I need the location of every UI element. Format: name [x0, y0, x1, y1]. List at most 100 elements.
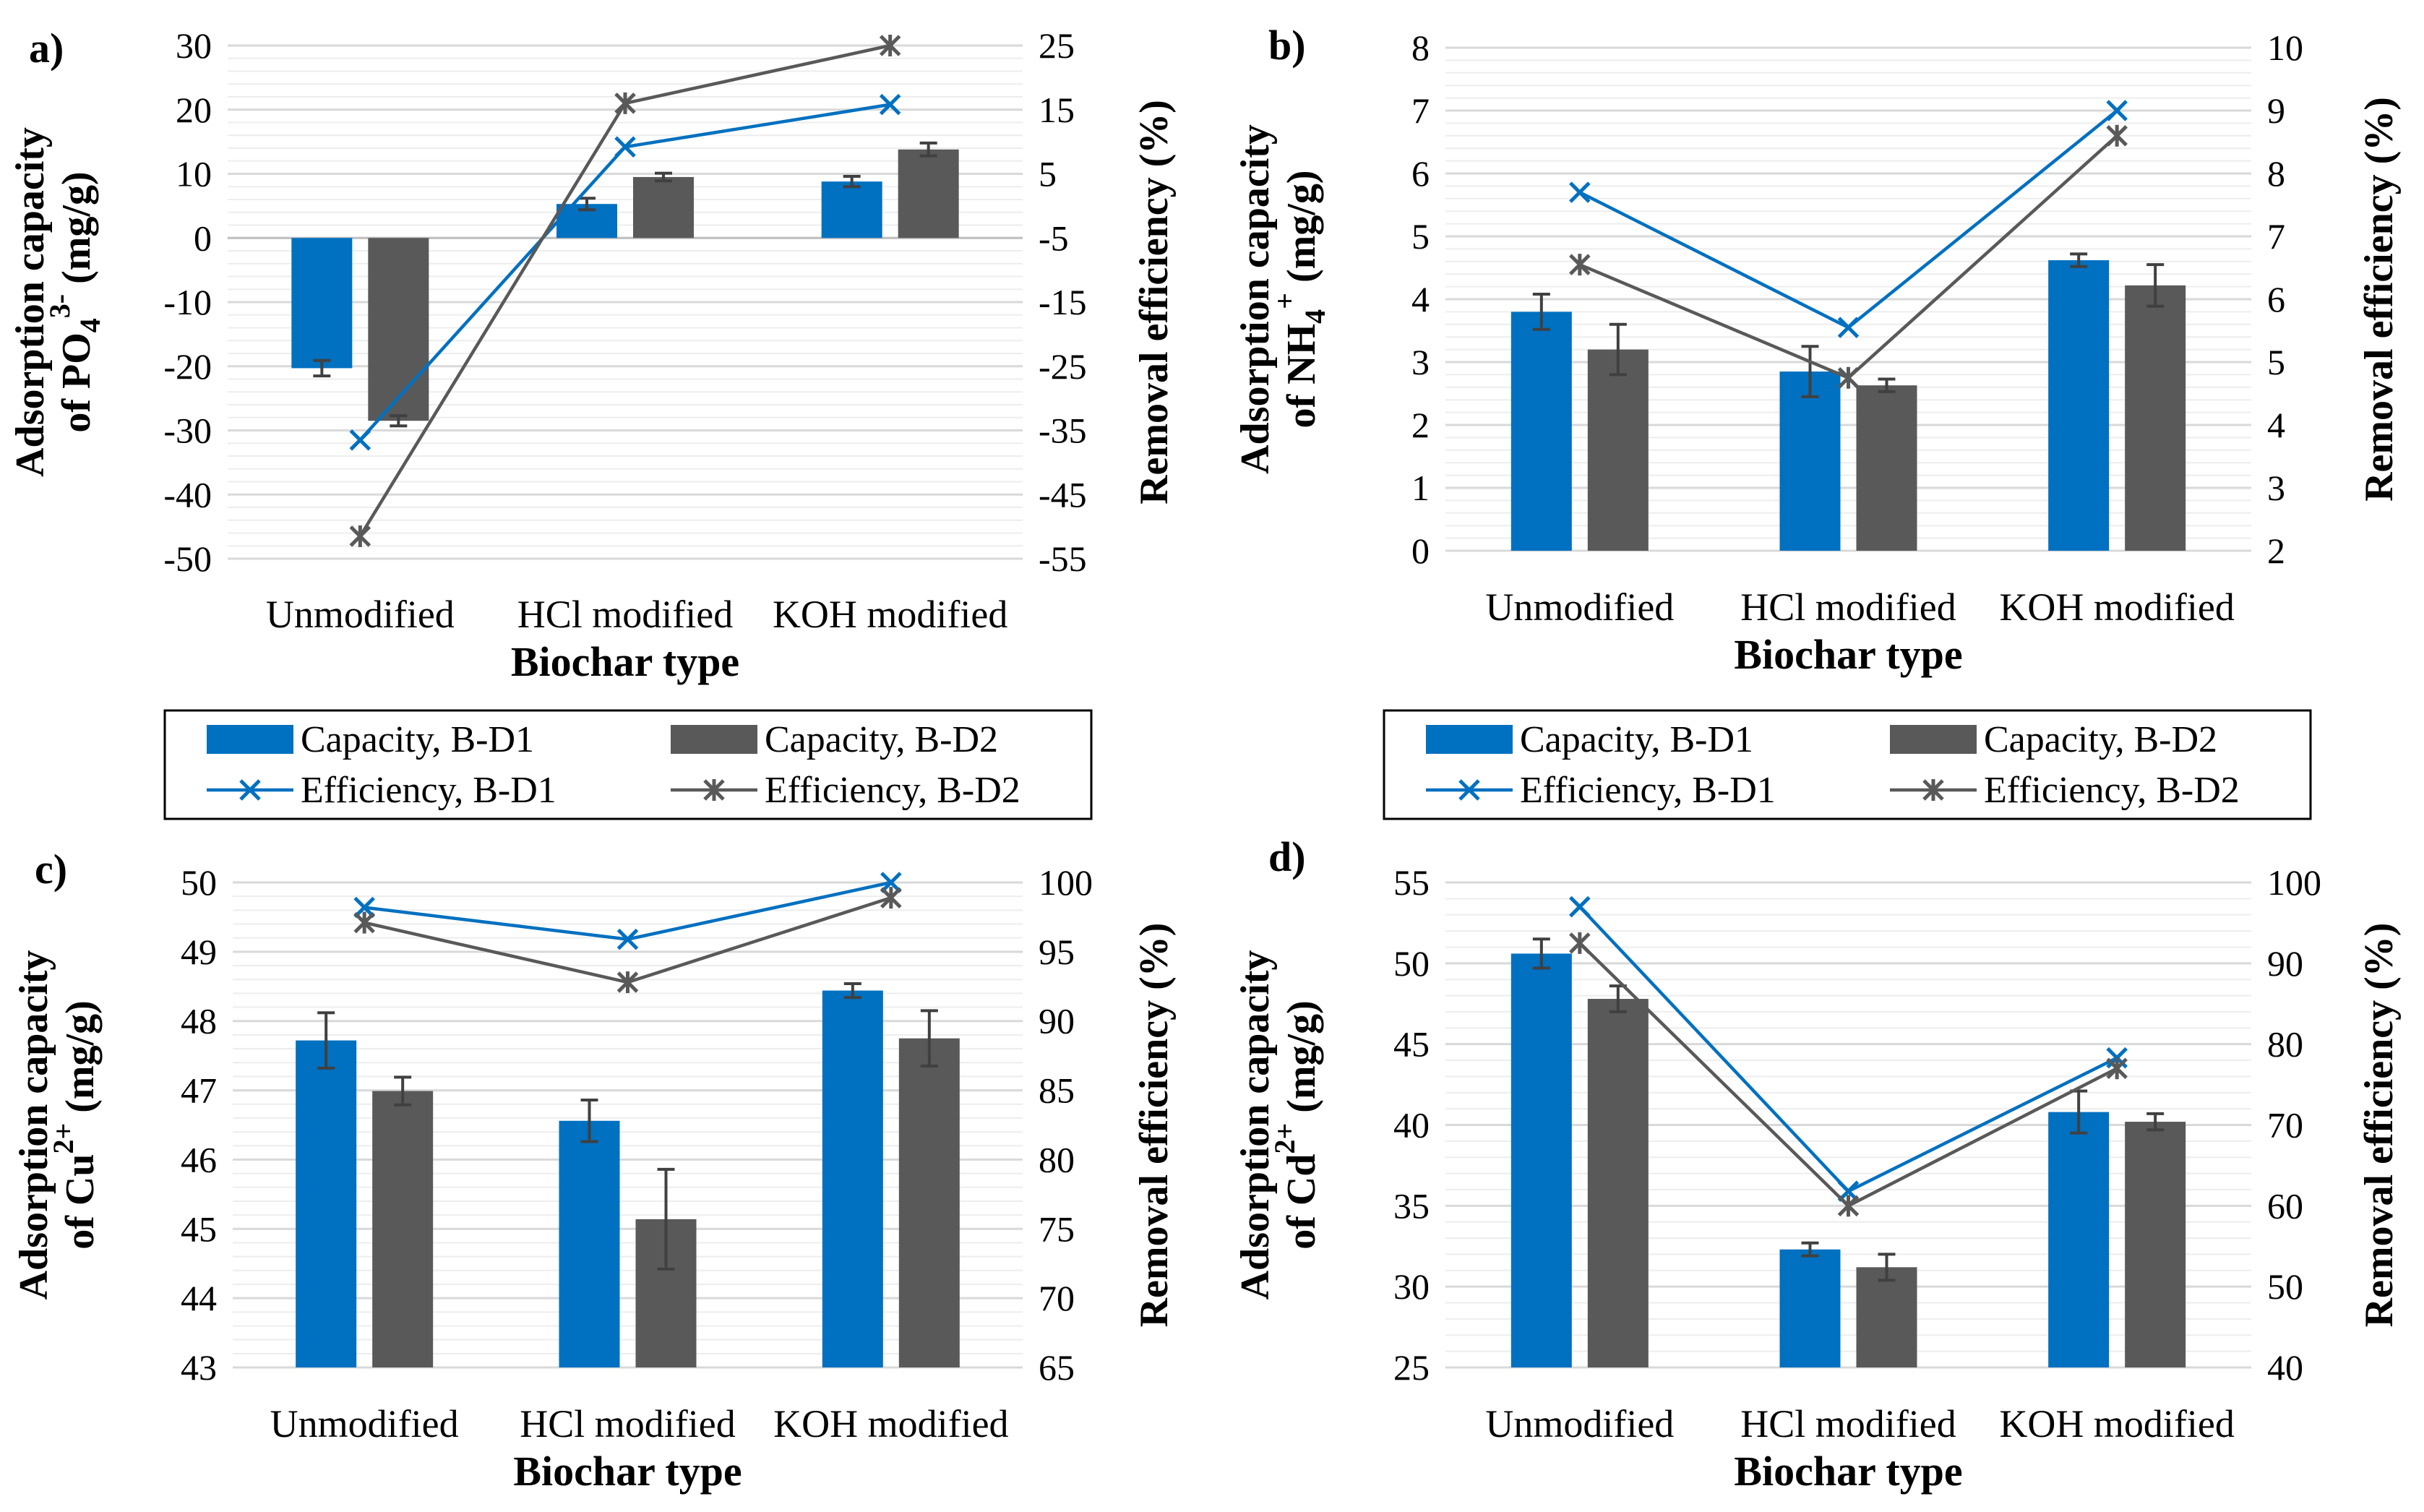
efficiency-point: [2106, 124, 2128, 147]
y-tick-label: 20: [176, 90, 212, 130]
y2-tick-label: 9: [2267, 90, 2285, 131]
y2-tick-label: 90: [2267, 943, 2303, 984]
legend-marker-efficiency_d2: [1922, 779, 1944, 801]
y-tick-label: 50: [1393, 943, 1430, 984]
x-category-label: Unmodified: [1485, 1402, 1674, 1446]
legend-label-capacity_d1: Capacity, B-D1: [1520, 719, 1753, 760]
bar-capacity-bd2: [898, 1038, 960, 1367]
y2-tick-label: 5: [2267, 342, 2285, 382]
y-axis-title-line2: of Cd2+ (mg/g): [1268, 1000, 1324, 1250]
efficiency-point: [614, 92, 636, 114]
y-tick-label: 5: [1411, 216, 1430, 257]
x-axis-title: Biochar type: [1734, 1448, 1962, 1495]
bar-capacity-bd2: [372, 1091, 434, 1367]
legend-label-efficiency_d1: Efficiency, B-D1: [1520, 770, 1776, 811]
y2-axis-title: Removal efficiency (%): [1132, 923, 1177, 1328]
efficiency-point: [879, 93, 901, 116]
y2-axis-title-text: Removal efficiency (%): [2357, 97, 2402, 502]
y2-axis-title: Removal efficiency (%): [2357, 97, 2402, 502]
y-axis-title-part: (mg/g): [1279, 171, 1324, 293]
y2-tick-label: 85: [1039, 1070, 1075, 1111]
y-tick-label: 30: [176, 25, 212, 66]
y-axis-title-line1: Adsorption capacity: [1233, 950, 1278, 1300]
y-tick-label: 10: [176, 154, 212, 194]
y2-tick-label: -5: [1039, 218, 1069, 258]
chart-panel-2: 43 44 45 46 47 48 49 50 65 70 75 80 85 90 95 100 Unmodif…: [12, 846, 1177, 1495]
x-category-label: KOH modified: [773, 593, 1007, 636]
x-category-label: Unmodified: [266, 593, 455, 636]
bar-capacity-bd2: [1856, 385, 1917, 551]
y-axis-title-line1: Adsorption capacity: [1233, 124, 1278, 474]
y-axis-title: Adsorption capacity of NH4+ (mg/g): [1233, 124, 1331, 474]
legend-box: [163, 709, 1093, 820]
y-tick-label: 25: [1393, 1347, 1430, 1388]
bar-capacity-bd2: [2125, 1122, 2186, 1367]
bar-capacity-bd1: [1779, 1249, 1841, 1367]
legend-label-efficiency_d2: Efficiency, B-D2: [765, 770, 1020, 811]
legend-label-capacity_d2: Capacity, B-D2: [1984, 719, 2217, 760]
bar-capacity-bd2: [2125, 285, 2186, 551]
y2-tick-label: 90: [1039, 1001, 1075, 1041]
line-efficiency-bd2: [1578, 942, 2118, 1208]
y-tick-label: 4: [1411, 279, 1430, 319]
line-efficiency-bd1: [358, 103, 891, 442]
efficiency-point: [614, 136, 636, 158]
y-tick-label: 6: [1411, 153, 1430, 194]
y2-tick-label: 100: [2267, 862, 2321, 903]
y-tick-label: 45: [181, 1208, 217, 1249]
bar-capacity-bd1: [1510, 312, 1572, 551]
y-tick-label: 40: [1393, 1105, 1430, 1146]
y-tick-label: 44: [181, 1278, 217, 1318]
legend-swatch-capacity_d2: [1890, 725, 1977, 754]
y2-tick-label: 80: [2267, 1024, 2303, 1065]
y2-tick-label: 70: [2267, 1105, 2303, 1146]
legend-2: Capacity, B-D1 Capacity, B-D2 Efficiency, …: [1383, 709, 2312, 820]
efficiency-point: [1569, 932, 1591, 954]
y2-tick-label: 75: [1039, 1208, 1075, 1249]
bar-capacity-bd1: [1779, 371, 1841, 551]
legend-label-capacity_d1: Capacity, B-D1: [301, 719, 534, 760]
legend-marker-efficiency_d1: [239, 779, 261, 801]
y-tick-label: -50: [163, 538, 212, 579]
y2-tick-label: -15: [1039, 282, 1087, 322]
bar-capacity-bd1: [291, 238, 353, 369]
y2-tick-label: 5: [1039, 154, 1057, 194]
y2-tick-label: 95: [1039, 932, 1075, 972]
y2-tick-label: 4: [2267, 405, 2285, 445]
chart-panel-0: -50-40-30-20-100102030-55-45-35-25-15-55…: [8, 25, 1177, 685]
efficiency-point: [1837, 366, 1860, 389]
x-category-label: KOH modified: [1999, 1402, 2234, 1446]
efficiency-point: [2106, 1057, 2128, 1080]
x-category-label: KOH modified: [1999, 585, 2234, 629]
y-axis-title-part: 3-: [43, 294, 76, 318]
y-tick-label: 2: [1411, 405, 1430, 445]
efficiency-point: [353, 911, 375, 934]
bar-capacity-bd1: [296, 1040, 357, 1367]
x-category-label: HCl modified: [1740, 585, 1956, 629]
y2-tick-label: -45: [1039, 474, 1087, 515]
chart-panel-3: 25 30 35 40 45 50 55 40 50 60 70 80 90 100 Unmodified H…: [1233, 833, 2402, 1495]
efficiency-point: [879, 35, 901, 56]
y-axis-title: Adsorption capacity of Cd2+ (mg/g): [1233, 950, 1324, 1300]
y2-tick-label: 40: [2267, 1347, 2303, 1388]
y-tick-label: 30: [1393, 1266, 1430, 1307]
y2-tick-label: 80: [1039, 1139, 1075, 1180]
efficiency-point: [1569, 254, 1591, 276]
y-axis-title-part: of Cd: [1279, 1154, 1324, 1250]
y2-tick-label: 100: [1039, 862, 1093, 903]
x-axis-title: Biochar type: [1734, 631, 1962, 678]
y-tick-label: 45: [1393, 1024, 1430, 1065]
efficiency-point: [616, 971, 639, 994]
legend-marker-efficiency_d2: [703, 779, 725, 801]
y2-tick-label: -35: [1039, 411, 1087, 451]
y-tick-label: 35: [1393, 1185, 1430, 1226]
efficiency-point: [880, 887, 902, 909]
y-axis-title-part: +: [1268, 293, 1301, 309]
y-tick-label: 1: [1411, 468, 1430, 508]
x-category-label: HCl modified: [520, 1402, 735, 1446]
x-category-label: Unmodified: [1485, 585, 1674, 629]
y-axis-title: Adsorption capacity of PO43- (mg/g): [8, 127, 106, 477]
y-axis-title: Adsorption capacity of Cu2+ (mg/g): [12, 950, 103, 1300]
line-efficiency-bd2: [1578, 134, 2118, 380]
y2-tick-label: 25: [1039, 25, 1075, 66]
